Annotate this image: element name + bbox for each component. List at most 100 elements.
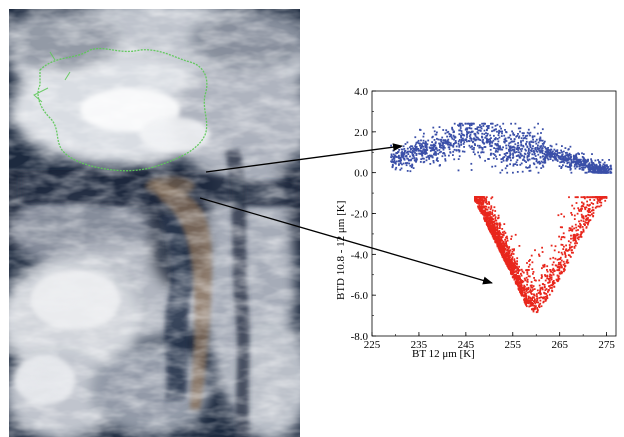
scatter-point [401, 163, 403, 166]
scatter-point [585, 171, 588, 174]
scatter-point [580, 166, 583, 169]
scatter-point [537, 171, 540, 174]
scatter-point [559, 161, 562, 164]
scatter-point [560, 149, 562, 152]
scatter-point [455, 149, 458, 151]
scatter-point [476, 200, 478, 203]
scatter-point [468, 122, 470, 125]
scatter-point [490, 152, 493, 155]
scatter-point [412, 149, 414, 152]
scatter-point [477, 200, 480, 203]
scatter-point [581, 216, 584, 219]
scatter-point [541, 287, 543, 290]
scatter-point [474, 144, 476, 146]
scatter-point [521, 292, 524, 294]
series-1 [474, 196, 608, 314]
scatter-point [437, 153, 440, 155]
scatter-point [572, 239, 575, 242]
scatter-point [563, 245, 565, 248]
scatter-point [460, 122, 463, 125]
scatter-point [537, 309, 539, 311]
scatter-point [463, 141, 466, 143]
scatter-point [470, 169, 473, 171]
scatter-point [482, 138, 484, 141]
scatter-point [538, 255, 541, 257]
scatter-point [499, 171, 502, 174]
scatter-point [496, 130, 498, 133]
scatter-point [458, 133, 461, 136]
scatter-point [568, 196, 570, 199]
scatter-point [517, 267, 519, 270]
scatter-point [599, 170, 602, 172]
scatter-point [460, 144, 463, 146]
scatter-point [425, 151, 427, 154]
scatter-point [556, 150, 559, 153]
scatter-point [597, 205, 599, 208]
scatter-point [510, 270, 513, 273]
scatter-point [528, 296, 531, 299]
scatter-point [483, 142, 485, 145]
scatter-point [488, 223, 491, 226]
scatter-point [523, 132, 525, 135]
scatter-point [463, 146, 465, 148]
scatter-point [546, 275, 549, 278]
scatter-point [403, 148, 406, 150]
scatter-point [592, 203, 595, 205]
scatter-point [492, 221, 495, 224]
scatter-point [508, 254, 511, 257]
scatter-point [540, 296, 542, 299]
scatter-point [464, 122, 467, 125]
scatter-point [550, 244, 553, 247]
scatter-point [485, 201, 488, 203]
scatter-point [431, 156, 434, 159]
scatter-point [490, 206, 493, 209]
scatter-point [582, 217, 585, 220]
scatter-point [528, 141, 531, 143]
scatter-point [516, 159, 519, 161]
scatter-point [530, 301, 533, 304]
scatter-point [399, 158, 402, 161]
scatter-point [508, 258, 510, 261]
scatter-point [560, 259, 563, 262]
scatter-point [506, 165, 508, 167]
scatter-point [424, 145, 427, 148]
scatter-point [474, 199, 477, 201]
x-tick-label: 225 [364, 339, 381, 351]
scatter-point [512, 156, 515, 158]
scatter-point [534, 298, 536, 301]
scatter-point [537, 141, 540, 144]
scatter-point [502, 156, 505, 159]
scatter-point [597, 165, 600, 168]
scatter-point [556, 258, 559, 261]
y-tick-label: 2.0 [354, 127, 368, 139]
scatter-point [546, 157, 549, 160]
scatter-point [416, 158, 418, 161]
scatter-point [501, 130, 503, 133]
scatter-point [519, 287, 521, 289]
scatter-point [516, 257, 519, 260]
scatter-point [540, 293, 542, 295]
scatter-point [535, 301, 538, 304]
scatter-point [564, 265, 566, 268]
scatter-point [597, 159, 599, 161]
scatter-point [503, 254, 506, 257]
scatter-point [399, 162, 402, 165]
scatter-point [508, 252, 511, 254]
scatter-point [468, 144, 471, 147]
scatter-point [399, 168, 402, 171]
scatter-point [562, 260, 565, 263]
scatter-point [390, 144, 392, 147]
scatter-point [575, 157, 578, 159]
scatter-point [508, 142, 511, 145]
scatter-point [523, 288, 526, 291]
scatter-point [425, 146, 428, 149]
scatter-point [549, 144, 552, 147]
scatter-point [587, 223, 589, 226]
scatter-point [583, 223, 585, 225]
scatter-point [489, 212, 492, 215]
scatter-point [532, 307, 535, 310]
scatter-point [541, 267, 543, 270]
scatter-point [552, 280, 555, 282]
scatter-point [553, 285, 556, 288]
scatter-point [491, 165, 494, 168]
